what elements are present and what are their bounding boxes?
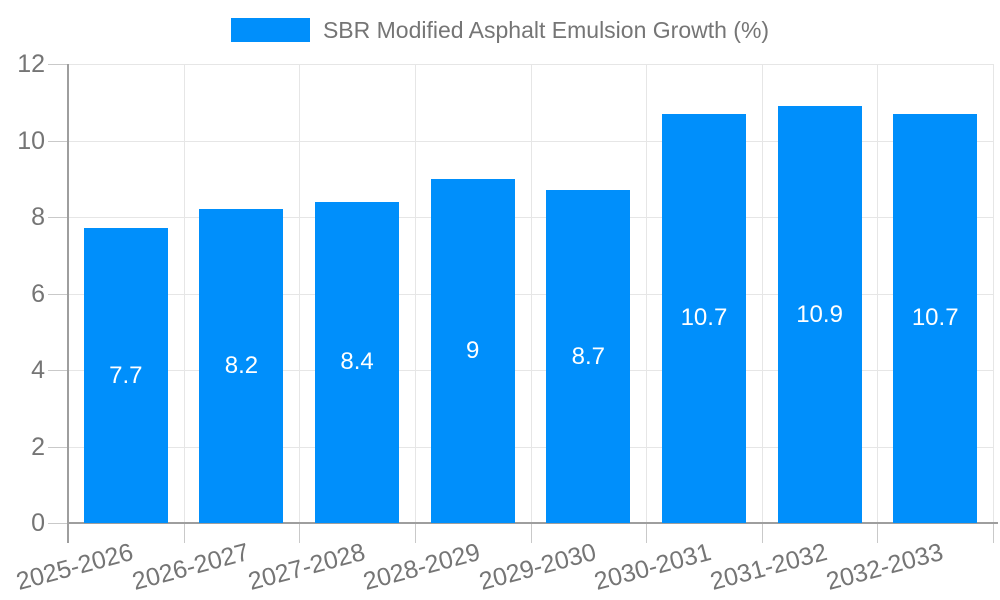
x-tick: [877, 523, 879, 543]
y-tick: [48, 140, 68, 142]
x-axis-category-label: 2027-2028: [244, 537, 368, 596]
y-axis-tick-label: 12: [17, 50, 45, 78]
bar-2029-2030[interactable]: [546, 190, 631, 523]
bar-value-label: 10.7: [911, 304, 959, 332]
v-gridline: [414, 64, 416, 523]
x-axis-category-label: 2028-2029: [360, 537, 484, 596]
y-axis-tick-label: 8: [31, 203, 45, 231]
bar-value-label: 8.2: [224, 352, 259, 380]
legend[interactable]: SBR Modified Asphalt Emulsion Growth (%): [0, 17, 1000, 43]
x-axis-line: [67, 522, 998, 524]
y-axis-tick-label: 0: [31, 509, 45, 537]
bar-value-label: 8.7: [571, 342, 605, 370]
x-axis-category-label: 2029-2030: [476, 537, 599, 596]
x-tick: [761, 523, 763, 543]
v-gridline: [646, 64, 648, 523]
y-axis-tick-label: 6: [31, 279, 45, 308]
bar-value-label: 8.4: [340, 348, 374, 376]
bar-value-label: 9: [466, 336, 480, 364]
x-tick: [299, 523, 301, 543]
x-tick: [183, 523, 185, 543]
v-gridline: [877, 64, 879, 523]
x-axis-category-label: 2031-2032: [707, 537, 831, 596]
bar-2025-2026[interactable]: [83, 228, 168, 523]
bar-2028-2029[interactable]: [430, 178, 515, 523]
x-axis-category-label: 2030-2031: [591, 537, 715, 596]
bar-value-label: 7.7: [109, 361, 143, 389]
y-tick: [48, 370, 68, 371]
bar-2030-2031[interactable]: [661, 113, 746, 523]
y-axis-tick-label: 10: [17, 126, 45, 155]
y-tick: [48, 523, 68, 524]
v-gridline: [761, 64, 763, 523]
v-gridline: [530, 64, 532, 523]
bar-2027-2028[interactable]: [315, 201, 400, 523]
legend-swatch: [230, 18, 310, 42]
v-gridline: [299, 64, 301, 523]
y-tick: [48, 446, 68, 448]
v-gridline: [993, 64, 994, 523]
bar-2032-2033[interactable]: [893, 113, 978, 523]
x-axis-category-label: 2032-2033: [822, 537, 946, 596]
y-tick: [48, 64, 68, 65]
legend-label: SBR Modified Asphalt Emulsion Growth (%): [322, 17, 770, 43]
y-axis-tick-label: 4: [31, 356, 45, 384]
x-tick: [646, 523, 648, 543]
x-axis-category-label: 2025-2026: [13, 537, 137, 596]
bar-2026-2027[interactable]: [199, 209, 284, 523]
x-axis-category-label: 2026-2027: [129, 537, 252, 596]
y-tick: [48, 217, 68, 218]
x-tick: [530, 523, 532, 543]
v-gridline: [183, 64, 185, 523]
x-tick: [993, 523, 994, 543]
bar-2031-2032[interactable]: [777, 106, 862, 523]
bar-value-label: 10.7: [680, 304, 728, 332]
y-tick: [48, 293, 68, 295]
y-axis-tick-label: 2: [31, 432, 45, 461]
y-axis-line: [67, 64, 69, 543]
x-tick: [414, 523, 416, 543]
bar-value-label: 10.9: [796, 300, 843, 328]
